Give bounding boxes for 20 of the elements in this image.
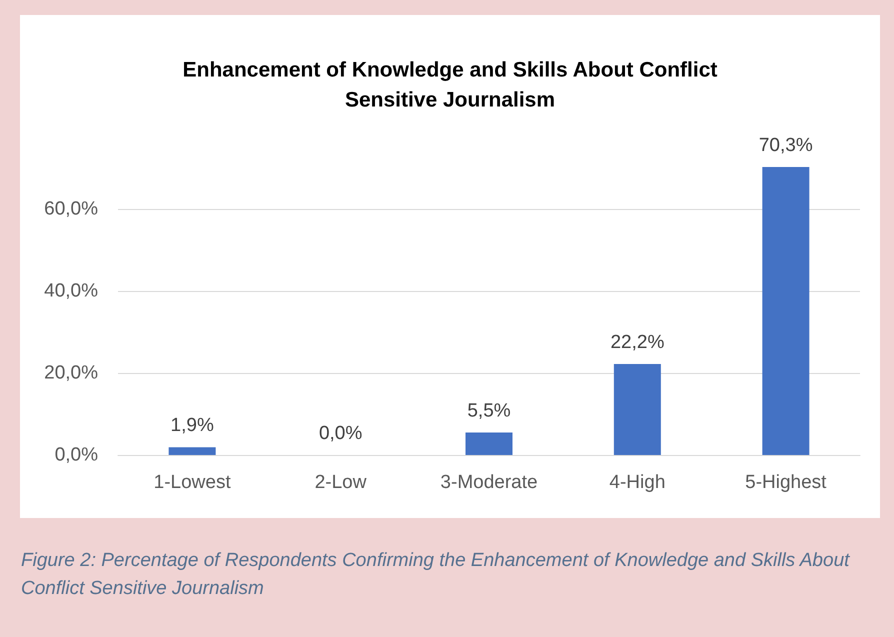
x-tick-label: 1-Lowest	[154, 472, 232, 493]
x-tick-label: 2-Low	[314, 472, 367, 493]
y-tick-label: 40,0%	[44, 280, 98, 302]
bar	[762, 167, 810, 455]
data-label: 5,5%	[467, 400, 511, 422]
bar	[168, 447, 216, 455]
data-label: 0,0%	[318, 423, 362, 444]
x-tick-label: 3-Moderate	[440, 472, 538, 493]
y-tick-label: 0,0%	[54, 444, 98, 466]
x-tick-label: 5-Highest	[745, 472, 828, 493]
caption: Figure 2: Percentage of Respondents Confirming the Enhancement of Knowledge and Skills About Conflict Sensitive Journalism	[21, 549, 851, 601]
chart-title: Enhancement of Knowledge and Skills About Conflict Sensitive Journalism	[182, 58, 718, 112]
data-label: 1,9%	[170, 415, 214, 436]
data-label: 70,3%	[758, 135, 813, 156]
bar	[614, 364, 661, 455]
y-tick-label: 60,0%	[44, 198, 98, 220]
bar	[466, 432, 512, 455]
y-tick-label: 20,0%	[44, 362, 98, 384]
data-label: 22,2%	[610, 332, 664, 354]
x-tick-label: 4-High	[609, 472, 666, 493]
